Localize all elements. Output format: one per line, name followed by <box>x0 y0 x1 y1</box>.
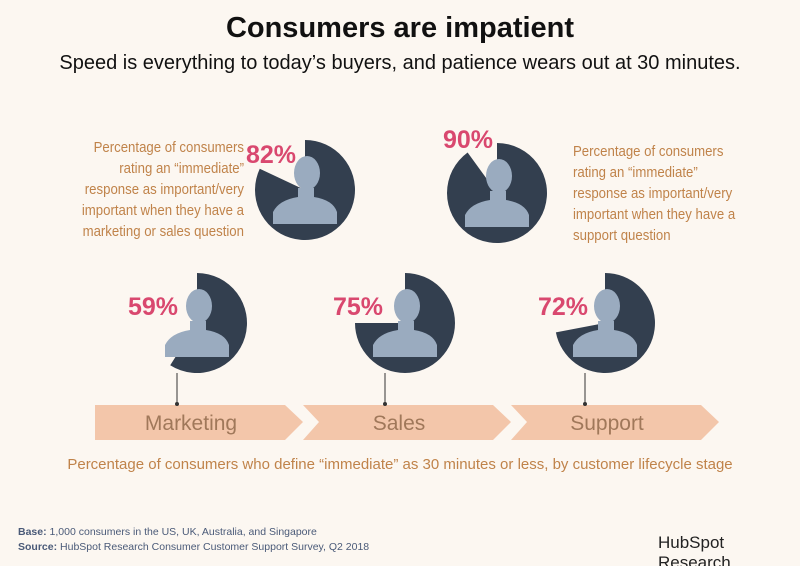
pie-72 <box>555 273 655 406</box>
pct-label-90: 90% <box>443 126 494 154</box>
pie-75 <box>355 273 455 406</box>
footer-source: Source: HubSpot Research Consumer Custom… <box>18 541 369 553</box>
stage-arrow-sales <box>303 405 511 440</box>
top-right-description: Percentage of consumers rating an “immed… <box>573 141 758 246</box>
source-label: Source: <box>18 541 58 553</box>
connector-dot <box>583 402 587 406</box>
pie-82 <box>254 140 355 240</box>
pct-label-72: 72% <box>538 293 589 321</box>
pie-90 <box>447 143 547 243</box>
connector-dot <box>383 402 387 406</box>
person-silhouette-icon <box>465 159 529 227</box>
footer-base: Base: 1,000 consumers in the US, UK, Aus… <box>18 526 317 538</box>
desc-line: rating an “immediate” <box>573 164 698 181</box>
person-silhouette-icon <box>373 289 437 357</box>
desc-line: support question <box>573 227 671 244</box>
person-silhouette-icon <box>273 156 337 224</box>
page-subtitle: Speed is everything to today’s buyers, a… <box>59 52 741 74</box>
person-silhouette-icon <box>573 289 637 357</box>
source-text: HubSpot Research Consumer Customer Suppo… <box>60 541 370 553</box>
desc-line: Percentage of consumers <box>573 143 724 160</box>
pie-59 <box>165 273 248 406</box>
top-left-description: Percentage of consumers rating an “immed… <box>68 137 244 242</box>
pct-label-75: 75% <box>333 293 384 321</box>
pie-slice <box>170 273 248 373</box>
desc-line: Percentage of consumers <box>93 139 244 156</box>
desc-line: marketing or sales question <box>82 223 244 240</box>
pct-label-82: 82% <box>246 141 297 169</box>
stage-label: Support <box>570 412 644 435</box>
desc-line: important when they have a <box>81 202 245 219</box>
page-title: Consumers are impatient <box>225 12 575 44</box>
desc-line: important when they have a <box>573 206 736 223</box>
desc-line: rating an “immediate” <box>119 160 244 177</box>
base-label: Base: <box>18 526 47 538</box>
connector-dot <box>175 402 179 406</box>
hubspot-logo: HubSpot Research <box>658 533 731 566</box>
person-silhouette-icon <box>165 289 229 357</box>
stage-arrow-support <box>511 405 719 440</box>
pct-label-59: 59% <box>128 293 179 321</box>
desc-line: response as important/very <box>573 185 733 202</box>
caption: Percentage of consumers who define “imme… <box>67 456 733 473</box>
stage-label: Sales <box>373 412 426 435</box>
stage-label: Marketing <box>145 412 237 435</box>
stage-arrow-marketing <box>95 405 303 440</box>
desc-line: response as important/very <box>84 181 244 198</box>
base-text: 1,000 consumers in the US, UK, Australia… <box>49 526 317 538</box>
